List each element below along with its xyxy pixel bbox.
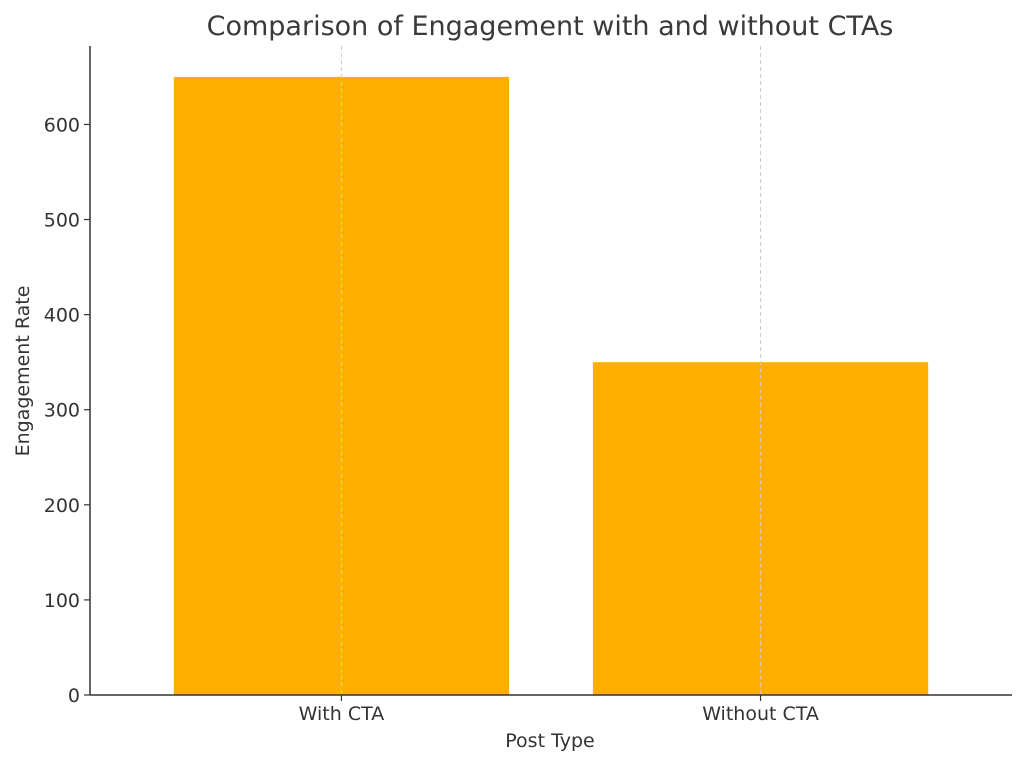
- y-tick-layer: 0 100 200 300 400 500 600: [44, 114, 90, 707]
- y-tick-label: 100: [44, 590, 80, 612]
- x-tick-label: With CTA: [299, 703, 385, 725]
- y-tick-label: 300: [44, 400, 80, 422]
- y-tick-label: 0: [68, 685, 80, 707]
- x-grid-layer: [340, 46, 762, 695]
- chart-title: Comparison of Engagement with and withou…: [207, 11, 894, 42]
- x-tick-layer: With CTA Without CTA: [299, 695, 819, 725]
- y-tick-label: 500: [44, 210, 80, 232]
- y-tick-label: 200: [44, 495, 80, 517]
- y-tick-label: 400: [44, 305, 80, 327]
- x-axis-label: Post Type: [505, 730, 594, 752]
- x-tick-label: Without CTA: [702, 703, 819, 725]
- y-axis-label: Engagement Rate: [12, 286, 34, 457]
- y-tick-label: 600: [44, 114, 80, 136]
